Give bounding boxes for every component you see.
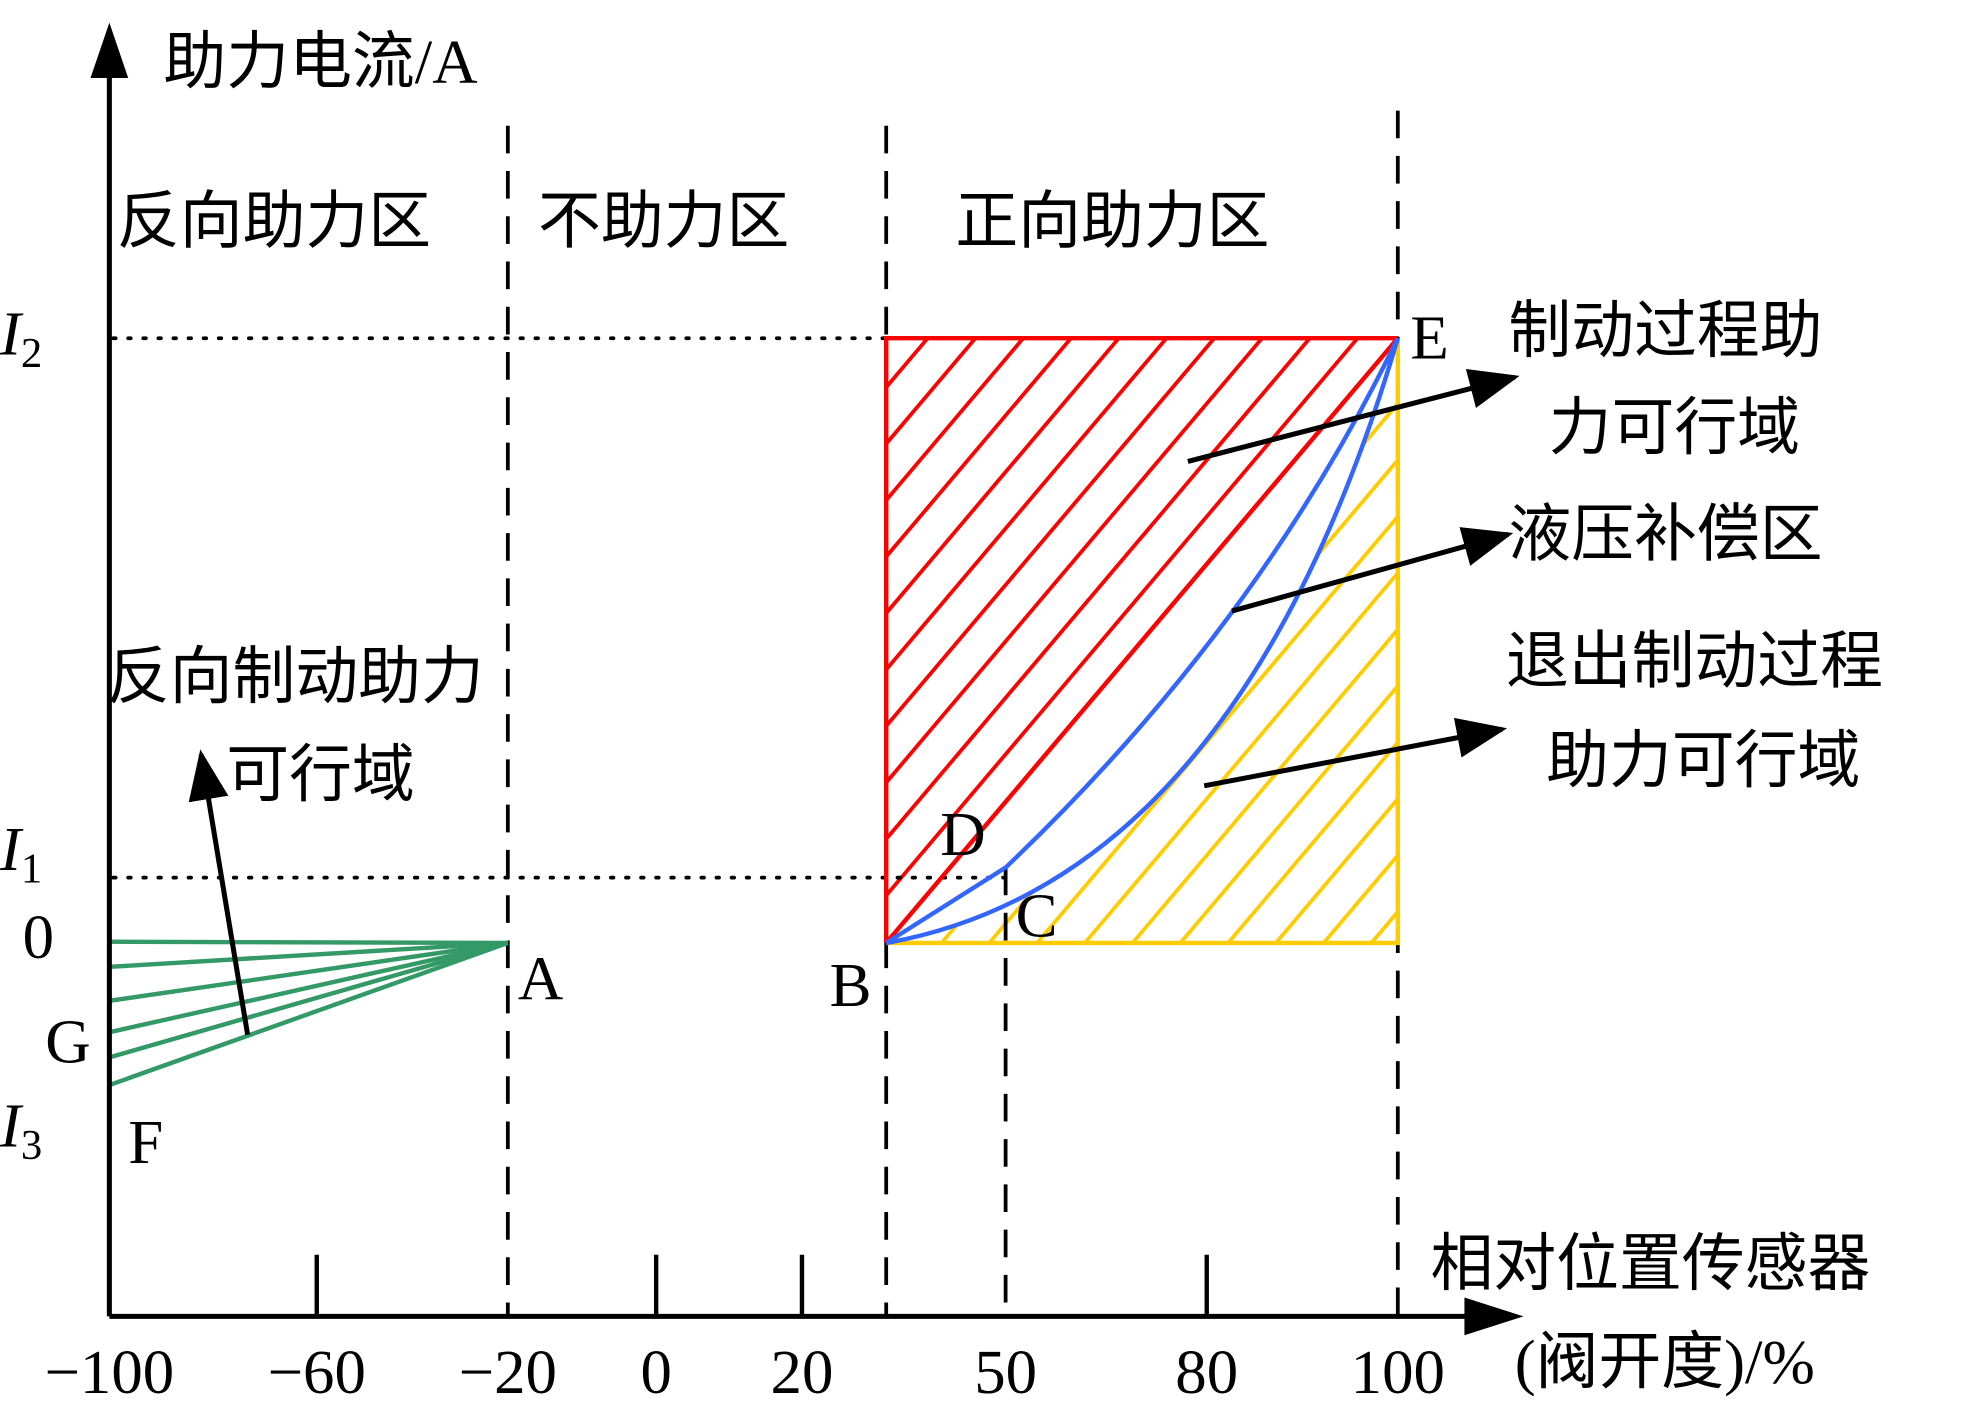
point-label-g: G [45,1006,90,1076]
x-axis-label-line2: (阀开度)/% [1515,1327,1815,1397]
brake-hatch-line [886,338,1216,943]
x-axis-arrow-icon [1464,1297,1524,1336]
point-label-b: B [830,950,872,1020]
exit-hatch-line [886,338,930,943]
point-label-f: F [128,1107,163,1177]
x-tick-label: 20 [771,1337,834,1407]
exit-region-pointer-arrow [1203,717,1508,789]
annotation-exit-line1: 退出制动过程 [1506,627,1883,697]
x-tick-label: −20 [459,1337,557,1407]
x-tick-label: −100 [45,1337,175,1407]
y-axis-arrow-icon [90,22,129,78]
exit-hatch-line [1083,338,1398,943]
exit-hatch-line [368,338,880,943]
brake-hatch-line [321,338,833,943]
annotation-exit-line2: 助力可行域 [1546,726,1860,796]
point-label-c: C [1016,881,1058,951]
point-label-e: E [1410,302,1448,372]
exit-hatch-line [940,338,1398,943]
hydraulic-pointer-arrow [1231,527,1514,614]
y-tick-i1: I1 [0,814,42,893]
exit-hatch-line [1274,338,1398,943]
exit-hatch-line [1178,338,1398,943]
brake-hatch-line [886,338,1264,943]
annotation-brake-line1: 制动过程助 [1508,296,1822,366]
brake-hatch-line [886,338,1121,943]
y-tick-i3: I3 [0,1091,42,1170]
reverse-region-pointer-arrow [188,749,251,1036]
brake-hatch-line [886,338,1360,943]
brake-hatch-line [886,338,1312,943]
fan-line [108,940,509,1088]
exit-hatch-line [321,338,833,943]
fan-line [108,940,509,1035]
zone-label-reverse: 反向助力区 [117,187,431,257]
hydraulic-lower-curve [885,337,1400,946]
reverse-brake-assist-region [107,939,509,1088]
annotation-reverse-brake-line2: 可行域 [226,740,415,810]
y-axis-label: 助力电流/A [163,27,477,97]
brake-region-border [883,336,1398,943]
y-tick-i2: I2 [0,299,42,378]
point-label-d: D [940,799,985,869]
zone-label-none: 不助力区 [538,187,789,257]
x-axis-label-line1: 相对位置传感器 [1430,1229,1870,1299]
fan-line [108,940,509,1060]
exit-region-border [886,338,1401,946]
annotation-hydraulic: 液压补偿区 [1508,500,1822,570]
exit-hatch-line [1035,338,1398,943]
fan-line [109,940,509,1003]
exit-hatch-line [987,338,1398,943]
exit-hatch-line [1226,338,1398,943]
x-tick-label: −60 [268,1337,366,1407]
brake-region-pointer-arrow [1187,369,1520,464]
fan-line [109,939,508,946]
brake-hatch-line [886,338,977,943]
brake-hatch-line [886,338,1168,943]
hydraulic-upper-curve [885,337,1400,945]
fan-line [109,940,508,970]
brake-region-diagonal [884,336,1400,945]
brake-hatch-line [987,338,1398,943]
zone-label-forward: 正向助力区 [955,187,1269,257]
x-tick-labels: −100 −60 −20 0 20 50 80 100 [45,1337,1445,1407]
point-label-a: A [518,944,563,1014]
x-tick-marks [314,1254,1209,1317]
brake-hatch-line [368,338,880,943]
brake-hatch-line [886,338,1025,943]
x-tick-label: 0 [640,1337,671,1407]
brake-hatch-line [886,338,1073,943]
exit-hatch-line [1131,338,1398,943]
x-tick-label: 100 [1351,1337,1445,1407]
x-tick-label: 80 [1175,1337,1238,1407]
annotation-brake-line2: 力可行域 [1549,393,1800,463]
annotation-reverse-brake-line1: 反向制动助力 [107,642,484,712]
y-tick-zero: 0 [23,902,54,972]
brake-hatch-line [886,338,930,943]
x-tick-label: 50 [974,1337,1037,1407]
